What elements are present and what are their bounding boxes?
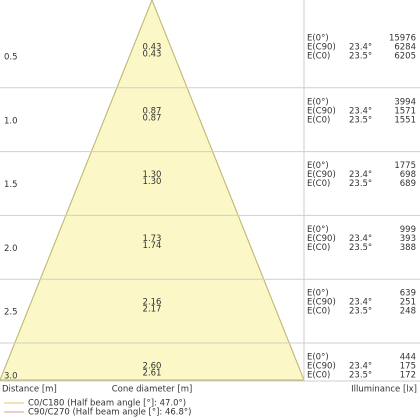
illuminance-value: 1571 [394,106,416,116]
diameter-label: 0.87 [143,106,162,116]
illuminance-heading: Illuminance [lx] [351,385,417,395]
illuminance-name: E(C0) [307,52,330,62]
illuminance-name: E(0°) [307,161,329,171]
illuminance-name: E(C90) [307,170,336,180]
distance-label: 2.5 [4,308,18,318]
angle-label: 23.4° [349,362,372,372]
illuminance-value: 3994 [394,97,416,107]
angle-label: 23.5° [349,371,372,381]
illuminance-name: E(0°) [307,225,329,235]
illuminance-name: E(C90) [307,43,336,53]
illuminance-name: E(0°) [307,34,329,44]
diameter-label: 1.74 [143,241,162,251]
illuminance-name: E(0°) [307,289,329,299]
distance-label: 3.0 [4,372,18,382]
distance-label: 2.0 [4,244,18,254]
illuminance-value: 6205 [394,52,416,62]
illuminance-value: 689 [400,179,416,189]
illuminance-value: 388 [400,243,416,253]
illuminance-value: 251 [400,298,416,308]
angle-label: 23.4° [349,106,372,116]
angle-label: 23.5° [349,179,372,189]
angle-label: 23.5° [349,307,372,317]
illuminance-value: 393 [400,234,416,244]
angle-label: 23.4° [349,170,372,180]
illuminance-name: E(0°) [307,97,329,107]
angle-label: 23.4° [349,234,372,244]
distance-label: 1.5 [4,180,18,190]
illuminance-value: 248 [400,307,416,317]
distance-heading: Distance [m] [2,385,57,395]
diameter-heading: Cone diameter [m] [112,385,193,395]
diameter-label: 1.30 [143,177,162,187]
legend-entry: C0/C180 (Half beam angle [°]: 47.0°) [28,399,186,409]
angle-label: 23.5° [349,52,372,62]
diameter-label: 1.30 [143,170,162,180]
illuminance-value: 6284 [394,43,416,53]
angle-label: 23.5° [349,243,372,253]
illuminance-name: E(C0) [307,115,330,125]
light-cone [0,0,305,381]
illuminance-value: 999 [400,225,416,235]
illuminance-value: 698 [400,170,416,180]
illuminance-name: E(C90) [307,362,336,372]
illuminance-value: 444 [400,353,416,363]
illuminance-value: 15976 [389,34,416,44]
diameter-label: 0.87 [143,113,162,123]
diameter-label: 0.43 [143,50,162,60]
illuminance-value: 1775 [394,161,416,171]
distance-label: 0.5 [4,53,18,63]
distance-label: 1.0 [4,116,18,126]
diameter-label: 2.61 [143,369,162,379]
diameter-label: 0.43 [143,43,162,53]
legend-entry: C90/C270 (Half beam angle [°]: 46.8°) [28,408,192,418]
illuminance-name: E(C90) [307,298,336,308]
angle-label: 23.4° [349,298,372,308]
diameter-label: 1.73 [143,234,162,244]
illuminance-name: E(C0) [307,179,330,189]
diameter-label: 2.16 [143,298,162,308]
angle-label: 23.4° [349,43,372,53]
illuminance-value: 639 [400,289,416,299]
illuminance-name: E(C0) [307,243,330,253]
illuminance-value: 175 [400,362,416,372]
illuminance-name: E(C90) [307,106,336,116]
illuminance-value: 172 [400,371,416,381]
diameter-label: 2.17 [143,305,162,315]
angle-label: 23.5° [349,115,372,125]
illuminance-name: E(0°) [307,353,329,363]
diameter-label: 2.60 [143,362,162,372]
illuminance-name: E(C90) [307,234,336,244]
illuminance-value: 1551 [394,115,416,125]
illuminance-name: E(C0) [307,307,330,317]
illuminance-name: E(C0) [307,371,330,381]
